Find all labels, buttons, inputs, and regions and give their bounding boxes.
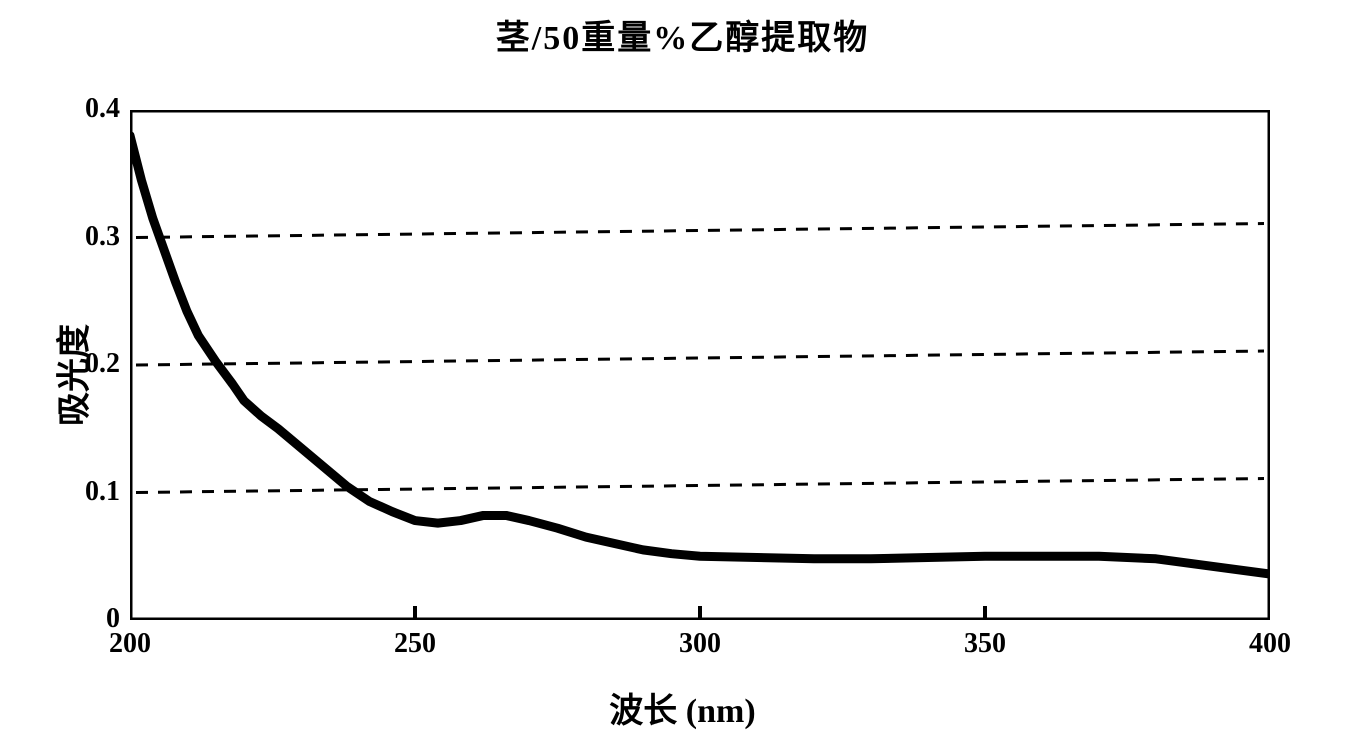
x-tick-label: 200 (90, 628, 170, 660)
x-tick-label: 400 (1230, 628, 1310, 660)
x-axis-label: 波长 (nm) (0, 683, 1365, 732)
y-tick-label: 0.2 (50, 348, 120, 380)
y-tick-label: 0.3 (50, 221, 120, 253)
plot-area (130, 110, 1270, 620)
x-tick-label: 350 (945, 628, 1025, 660)
figure-container: 茎/50重量%乙醇提取物 吸光度 00.10.20.30.4 200250300… (0, 0, 1365, 750)
x-tick-label: 250 (375, 628, 455, 660)
y-tick-label: 0.1 (50, 476, 120, 508)
y-tick-label: 0.4 (50, 93, 120, 125)
x-tick-label: 300 (660, 628, 740, 660)
chart-title: 茎/50重量%乙醇提取物 (0, 10, 1365, 59)
